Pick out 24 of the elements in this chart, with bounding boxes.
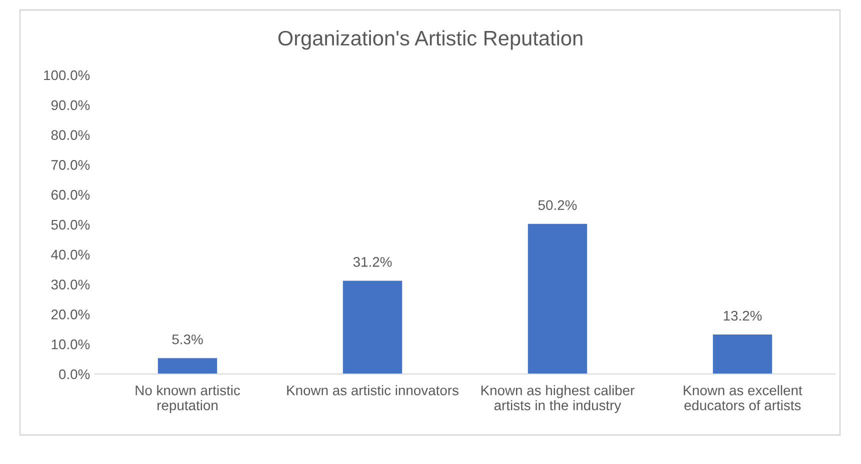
- x-tick-label: Known as highest caliber artists in the industry: [481, 385, 634, 414]
- bar: [528, 224, 588, 374]
- chart-title: Organization's Artistic Reputation: [278, 30, 582, 50]
- y-tick-label: 70.0%: [51, 160, 90, 170]
- x-tick-label: No known artistic reputation: [136, 385, 240, 414]
- y-tick-label: 60.0%: [51, 190, 90, 200]
- bar: [712, 334, 772, 374]
- bar: [158, 358, 218, 374]
- bar: [342, 280, 402, 374]
- data-label: 5.3%: [172, 334, 203, 344]
- data-label: 13.2%: [724, 310, 762, 321]
- y-tick-label: 50.0%: [51, 220, 90, 230]
- y-tick-label: 80.0%: [51, 130, 90, 140]
- y-tick-label: 40.0%: [51, 250, 90, 260]
- data-label: 31.2%: [353, 257, 392, 267]
- x-tick-label: Known as artistic innovators: [287, 385, 458, 396]
- y-tick-label: 10.0%: [52, 339, 90, 350]
- y-tick-label: 30.0%: [51, 280, 90, 290]
- y-tick-label: 90.0%: [51, 100, 90, 110]
- y-tick-label: 0.0%: [59, 369, 90, 380]
- x-tick-label: Known as excellent educators of artists: [684, 385, 802, 410]
- y-tick-label: 20.0%: [51, 310, 90, 320]
- data-label: 50.2%: [538, 200, 577, 210]
- y-tick-label: 100.0%: [44, 70, 90, 80]
